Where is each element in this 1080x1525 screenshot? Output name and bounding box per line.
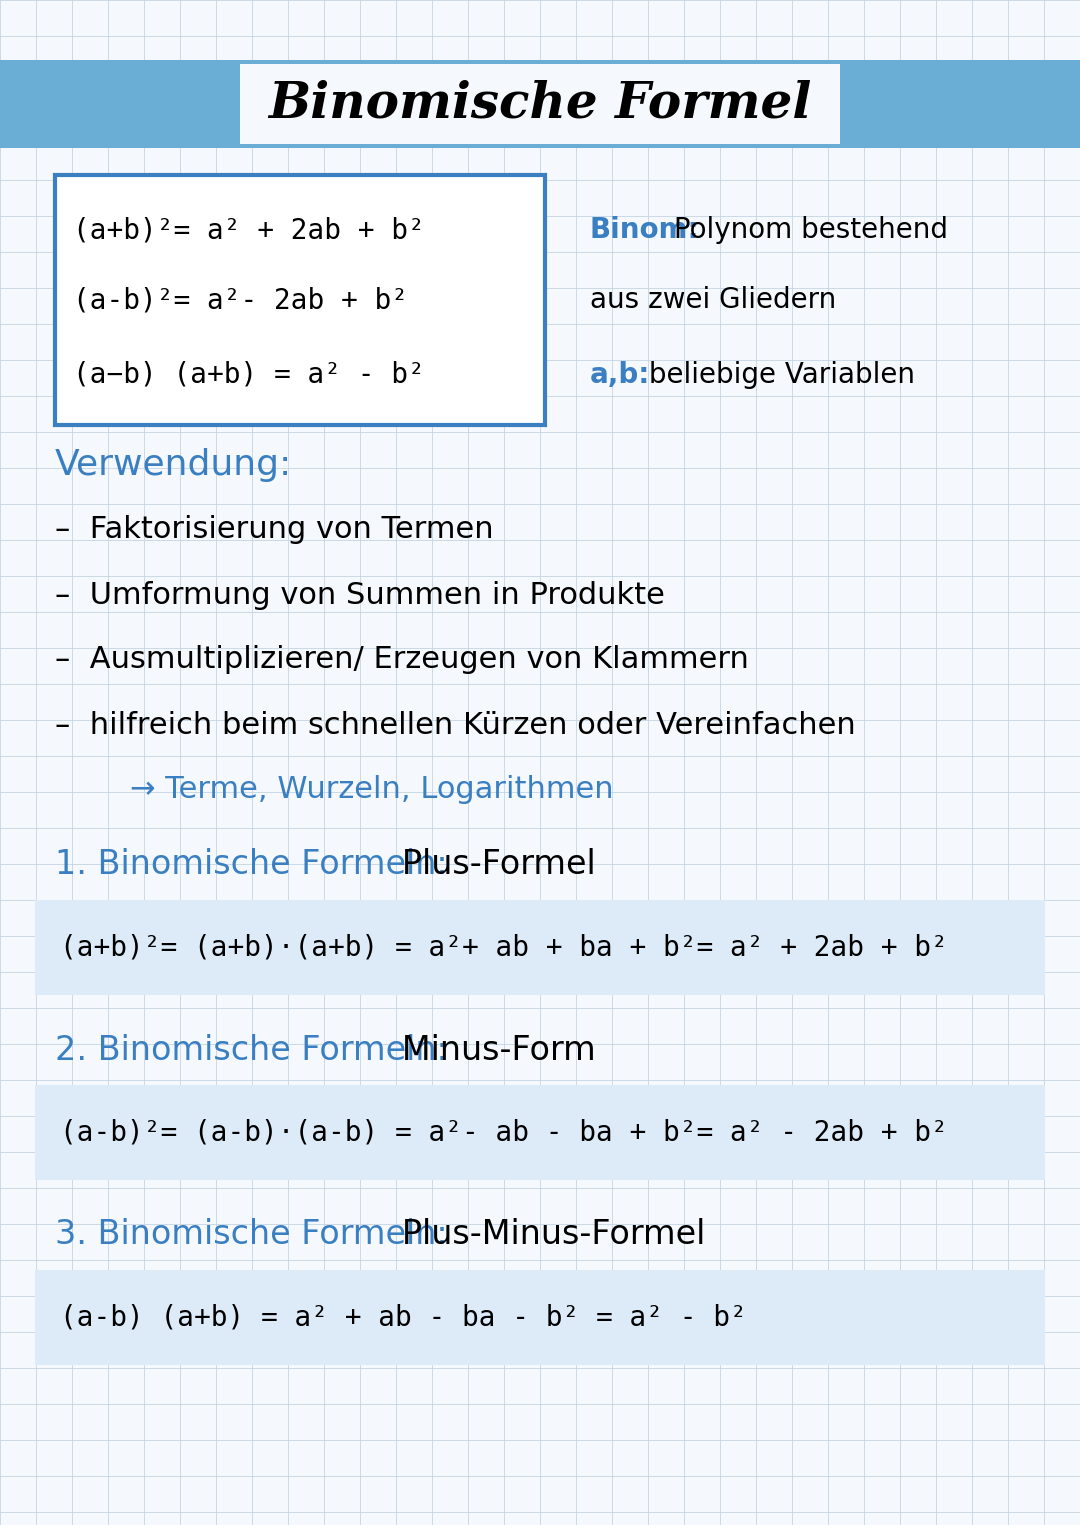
Text: Plus-Minus-Formel: Plus-Minus-Formel xyxy=(369,1218,705,1252)
Text: → Terme, Wurzeln, Logarithmen: → Terme, Wurzeln, Logarithmen xyxy=(130,776,613,805)
Text: –  hilfreich beim schnellen Kürzen oder Vereinfachen: – hilfreich beim schnellen Kürzen oder V… xyxy=(55,711,855,740)
Text: beliebige Variablen: beliebige Variablen xyxy=(640,361,915,389)
Text: Binom:: Binom: xyxy=(590,217,700,244)
Text: 3. Binomische Formeln:: 3. Binomische Formeln: xyxy=(55,1218,447,1252)
FancyBboxPatch shape xyxy=(35,1270,1045,1365)
Text: –  Faktorisierung von Termen: – Faktorisierung von Termen xyxy=(55,515,494,544)
Text: Binomische Formel: Binomische Formel xyxy=(268,79,812,128)
Text: (a-b)²= (a-b)·(a-b) = a²- ab - ba + b²= a² - 2ab + b²: (a-b)²= (a-b)·(a-b) = a²- ab - ba + b²= … xyxy=(60,1118,948,1147)
FancyBboxPatch shape xyxy=(35,1084,1045,1180)
Text: Polynom bestehend: Polynom bestehend xyxy=(665,217,948,244)
Text: a,b:: a,b: xyxy=(590,361,650,389)
Text: –  Ausmultiplizieren/ Erzeugen von Klammern: – Ausmultiplizieren/ Erzeugen von Klamme… xyxy=(55,645,748,674)
FancyBboxPatch shape xyxy=(0,59,548,148)
FancyBboxPatch shape xyxy=(240,64,840,143)
Text: aus zwei Gliedern: aus zwei Gliedern xyxy=(590,287,836,314)
Text: (a−b) (a+b) = a² - b²: (a−b) (a+b) = a² - b² xyxy=(73,361,424,389)
Text: Plus-Formel: Plus-Formel xyxy=(369,848,595,881)
Text: (a+b)²= (a+b)·(a+b) = a²+ ab + ba + b²= a² + 2ab + b²: (a+b)²= (a+b)·(a+b) = a²+ ab + ba + b²= … xyxy=(60,933,948,961)
Text: Minus-Form: Minus-Form xyxy=(369,1034,595,1066)
Text: 1. Binomische Formeln:: 1. Binomische Formeln: xyxy=(55,848,447,881)
Text: Verwendung:: Verwendung: xyxy=(55,448,293,482)
Text: (a-b) (a+b) = a² + ab - ba - b² = a² - b²: (a-b) (a+b) = a² + ab - ba - b² = a² - b… xyxy=(60,1304,746,1331)
FancyBboxPatch shape xyxy=(532,59,1080,148)
Text: –  Umformung von Summen in Produkte: – Umformung von Summen in Produkte xyxy=(55,581,665,610)
Text: 2. Binomische Formeln:: 2. Binomische Formeln: xyxy=(55,1034,448,1066)
FancyBboxPatch shape xyxy=(55,175,545,425)
FancyBboxPatch shape xyxy=(35,900,1045,994)
Text: (a-b)²= a²- 2ab + b²: (a-b)²= a²- 2ab + b² xyxy=(73,287,408,314)
Text: (a+b)²= a² + 2ab + b²: (a+b)²= a² + 2ab + b² xyxy=(73,217,424,244)
